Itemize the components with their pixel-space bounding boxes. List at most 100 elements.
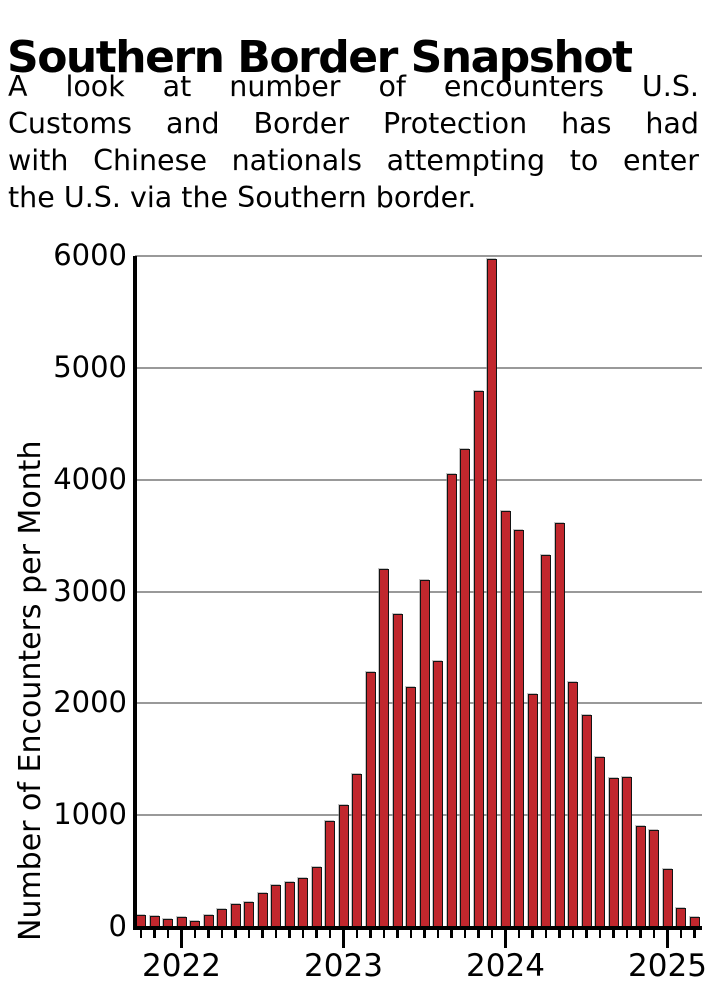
- bar-feb-2023: [352, 774, 362, 927]
- bar-sep-2024: [609, 778, 619, 927]
- x-tick-minor: [315, 929, 317, 938]
- plot-area: [135, 256, 702, 927]
- x-tick-minor: [653, 929, 655, 938]
- bar-feb-2025: [676, 908, 686, 927]
- x-tick-minor: [531, 929, 533, 938]
- y-tick-label-2000: 2000: [22, 687, 127, 717]
- subtitle-line: with Chinese nationals attempting to ent…: [8, 142, 699, 179]
- x-tick-minor: [234, 929, 236, 938]
- bar-oct-2024: [622, 777, 632, 927]
- x-tick-minor: [599, 929, 601, 938]
- y-tick-label-3000: 3000: [22, 576, 127, 606]
- x-tick-major: [666, 929, 668, 948]
- subtitle-line: the U.S. via the Southern border.: [8, 179, 699, 216]
- x-tick-minor: [518, 929, 520, 938]
- gridline-5000: [135, 367, 702, 369]
- x-tick-minor: [207, 929, 209, 938]
- y-tick-label-5000: 5000: [22, 352, 127, 382]
- y-axis-line: [133, 256, 137, 930]
- x-tick-minor: [680, 929, 682, 938]
- x-axis-line: [133, 926, 702, 930]
- x-tick-minor: [140, 929, 142, 938]
- bar-dec-2023: [487, 259, 497, 927]
- x-tick-minor: [639, 929, 641, 938]
- x-tick-minor: [491, 929, 493, 938]
- x-tick-minor: [450, 929, 452, 938]
- y-tick-label-1000: 1000: [22, 799, 127, 829]
- bar-aug-2023: [433, 661, 443, 927]
- x-tick-minor: [369, 929, 371, 938]
- bar-sep-2023: [447, 474, 457, 927]
- x-tick-minor: [572, 929, 574, 938]
- x-year-label-2025: 2025: [608, 948, 706, 984]
- x-tick-minor: [693, 929, 695, 938]
- x-tick-minor: [261, 929, 263, 938]
- x-tick-minor: [477, 929, 479, 938]
- bar-mar-2023: [366, 672, 376, 927]
- x-year-label-2024: 2024: [446, 948, 566, 984]
- bar-sep-2022: [285, 882, 295, 927]
- x-tick-major: [342, 929, 344, 948]
- x-tick-minor: [383, 929, 385, 938]
- bar-aug-2024: [595, 757, 605, 927]
- gridline-3000: [135, 591, 702, 593]
- bar-dec-2022: [325, 821, 335, 927]
- x-tick-minor: [545, 929, 547, 938]
- bar-oct-2023: [460, 449, 470, 927]
- bar-mar-2024: [528, 694, 538, 927]
- bar-aug-2022: [271, 885, 281, 927]
- y-tick-label-6000: 6000: [22, 240, 127, 270]
- bar-nov-2023: [474, 391, 484, 927]
- x-tick-minor: [410, 929, 412, 938]
- x-tick-minor: [626, 929, 628, 938]
- x-tick-minor: [612, 929, 614, 938]
- bar-nov-2024: [636, 826, 646, 927]
- bar-jun-2023: [406, 687, 416, 927]
- x-tick-minor: [329, 929, 331, 938]
- x-year-label-2023: 2023: [284, 948, 404, 984]
- bar-feb-2024: [514, 530, 524, 927]
- x-tick-minor: [423, 929, 425, 938]
- bar-jun-2024: [568, 682, 578, 927]
- x-tick-minor: [153, 929, 155, 938]
- x-tick-minor: [275, 929, 277, 938]
- gridline-6000: [135, 255, 702, 257]
- bar-nov-2022: [312, 867, 322, 927]
- y-tick-label-0: 0: [22, 911, 127, 941]
- x-tick-major: [504, 929, 506, 948]
- subtitle-line: A look at number of encounters U.S.: [8, 68, 699, 105]
- x-tick-minor: [464, 929, 466, 938]
- bar-jan-2025: [663, 869, 673, 927]
- x-tick-minor: [194, 929, 196, 938]
- x-tick-minor: [167, 929, 169, 938]
- bar-jun-2022: [244, 902, 254, 927]
- subtitle-line: Customs and Border Protection has had: [8, 105, 699, 142]
- bar-may-2023: [393, 614, 403, 927]
- x-tick-minor: [585, 929, 587, 938]
- x-tick-minor: [248, 929, 250, 938]
- y-tick-label-4000: 4000: [22, 464, 127, 494]
- bar-jan-2023: [339, 805, 349, 927]
- x-tick-minor: [302, 929, 304, 938]
- bar-may-2022: [231, 904, 241, 927]
- gridline-4000: [135, 479, 702, 481]
- bar-may-2024: [555, 523, 565, 927]
- x-tick-minor: [558, 929, 560, 938]
- x-tick-minor: [288, 929, 290, 938]
- subtitle: A look at number of encounters U.S.Custo…: [8, 68, 699, 216]
- bar-apr-2024: [541, 555, 551, 927]
- bar-apr-2023: [379, 569, 389, 927]
- bar-dec-2024: [649, 830, 659, 927]
- x-tick-minor: [437, 929, 439, 938]
- bar-jul-2022: [258, 893, 268, 927]
- x-year-label-2022: 2022: [122, 948, 242, 984]
- x-tick-major: [180, 929, 182, 948]
- x-tick-minor: [221, 929, 223, 938]
- bar-jul-2024: [582, 715, 592, 927]
- bar-oct-2022: [298, 878, 308, 927]
- gridline-2000: [135, 702, 702, 704]
- x-tick-minor: [396, 929, 398, 938]
- bar-jan-2024: [501, 511, 511, 927]
